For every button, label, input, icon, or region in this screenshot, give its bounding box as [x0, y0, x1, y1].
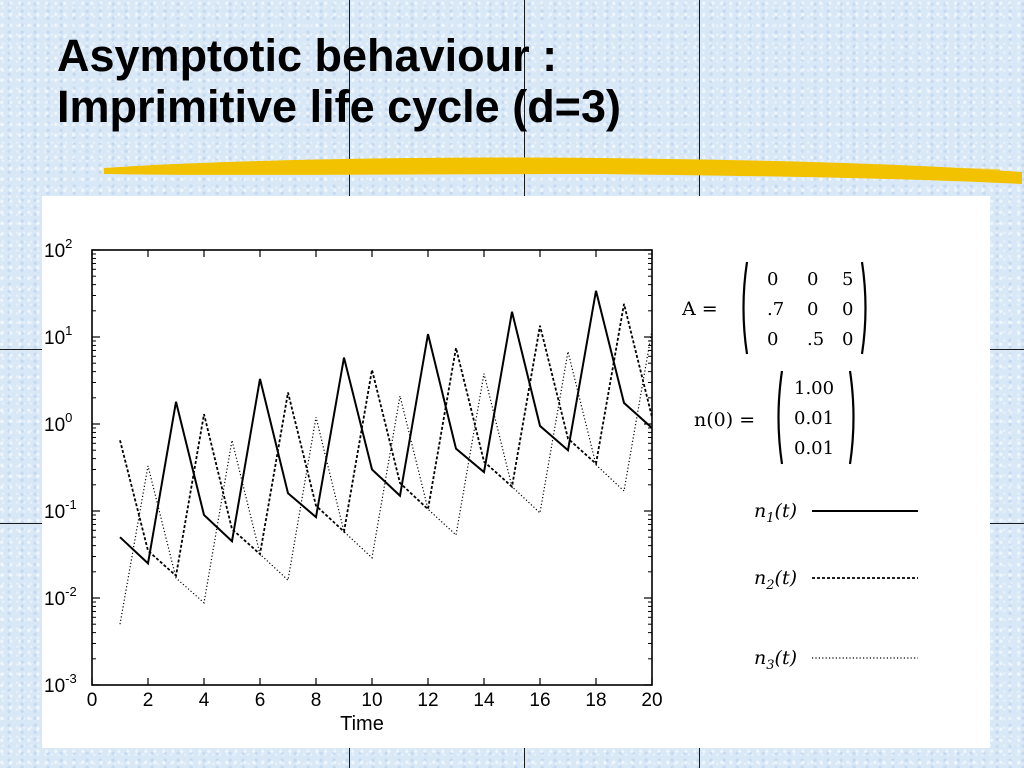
- matrix-paren-right: [860, 261, 867, 355]
- matrix-cell: .5: [807, 329, 824, 350]
- x-tick-label: 0: [87, 690, 98, 711]
- y-tick-label: 101: [44, 323, 72, 349]
- initial-vector-label: n(0) =: [694, 409, 755, 431]
- x-tick-label: 6: [255, 690, 266, 711]
- x-tick-label: 20: [641, 690, 662, 711]
- y-tick-label: 10-2: [44, 584, 77, 610]
- slide-title: Asymptotic behaviour : Imprimitive life …: [57, 30, 621, 132]
- matrix-cell: 0: [767, 269, 778, 290]
- x-tick-label: 4: [199, 690, 210, 711]
- matrix-cell: 5: [842, 269, 853, 290]
- x-tick-label: 12: [417, 690, 438, 711]
- matrix-cell: 0: [842, 329, 853, 350]
- x-tick-label: 14: [473, 690, 495, 711]
- initial-vector-value: 0.01: [794, 438, 834, 459]
- slide-title-line-1: Asymptotic behaviour :: [57, 30, 558, 81]
- y-tick-label: 10-3: [44, 671, 77, 697]
- x-tick-label: 16: [529, 690, 550, 711]
- title-underline-highlight: [149, 159, 1001, 171]
- matrix-cell: .7: [767, 299, 784, 320]
- legend-label-1: n1(t): [754, 500, 797, 526]
- matrix-paren-left: [742, 261, 749, 355]
- legend-label-2: n2(t): [754, 567, 797, 593]
- matrix-label: A =: [681, 298, 718, 320]
- matrix-cell: 0: [807, 299, 818, 320]
- series-line-1: [119, 290, 653, 566]
- series-line-3: [119, 329, 653, 625]
- x-axis-label: Time: [340, 713, 384, 735]
- title-underline-brushstroke: [104, 157, 1022, 184]
- y-tick-label: 100: [44, 410, 72, 436]
- figure-panel: 0 2 4 6 8 10 12 14 16 18 20 Time 10-3 10-2 10-1 100 101 1…: [42, 196, 990, 748]
- initial-vector-value: 1.00: [794, 378, 834, 399]
- legend-label-3: n3(t): [754, 647, 797, 673]
- initial-vector-value: 0.01: [794, 408, 834, 429]
- population-chart: 0 2 4 6 8 10 12 14 16 18 20 Time 10-3 10-2 10-1 100 101 1…: [44, 236, 918, 735]
- x-tick-label: 8: [311, 690, 322, 711]
- x-tick-label: 2: [143, 690, 154, 711]
- matrix-cell: 0: [842, 299, 853, 320]
- series-line-2: [119, 303, 653, 578]
- matrix-cell: 0: [767, 329, 778, 350]
- vector-paren-right: [848, 370, 855, 465]
- y-tick-label: 10-1: [44, 497, 77, 523]
- slide-title-line-2: Imprimitive life cycle (d=3): [57, 81, 621, 132]
- vector-paren-left: [777, 370, 784, 465]
- y-tick-label: 102: [44, 236, 72, 262]
- x-tick-label: 10: [361, 690, 382, 711]
- x-tick-label: 18: [585, 690, 606, 711]
- matrix-cell: 0: [807, 269, 818, 290]
